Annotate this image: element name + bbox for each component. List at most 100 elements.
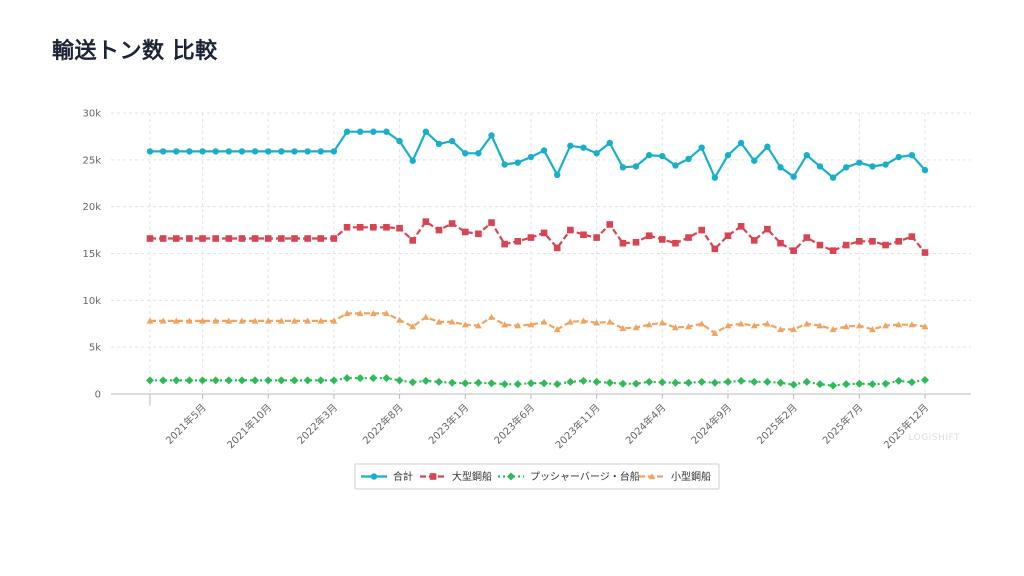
x-tick-label: 2024年4月 bbox=[623, 401, 669, 447]
legend-label: 大型鋼船 bbox=[452, 470, 492, 483]
data-point bbox=[329, 376, 338, 385]
data-point bbox=[409, 323, 417, 330]
data-point bbox=[763, 377, 772, 386]
data-point bbox=[697, 377, 706, 386]
data-point bbox=[842, 164, 850, 171]
data-point bbox=[356, 223, 364, 231]
data-point bbox=[501, 240, 508, 248]
data-point bbox=[723, 377, 732, 386]
data-point bbox=[645, 232, 653, 240]
data-point bbox=[777, 164, 784, 171]
data-point bbox=[829, 381, 838, 390]
legend-item[interactable]: 合計 bbox=[361, 470, 413, 483]
legend-item[interactable]: 小型鋼船 bbox=[639, 470, 711, 483]
data-point bbox=[776, 378, 785, 387]
data-point bbox=[658, 236, 666, 243]
data-point bbox=[855, 379, 864, 388]
data-point bbox=[172, 376, 181, 385]
data-point bbox=[251, 235, 259, 242]
x-tick-label: 2021年5月 bbox=[163, 401, 209, 447]
data-point bbox=[225, 235, 233, 242]
legend-item[interactable]: プッシャーバージ・台船 bbox=[498, 470, 640, 483]
data-point bbox=[869, 325, 876, 333]
data-point bbox=[264, 376, 273, 385]
data-point bbox=[370, 223, 377, 231]
legend-item[interactable]: 大型鋼船 bbox=[420, 470, 492, 483]
data-point bbox=[856, 238, 863, 245]
data-point bbox=[330, 148, 338, 155]
data-point bbox=[553, 325, 561, 333]
series-2 bbox=[146, 374, 929, 390]
data-point bbox=[212, 317, 220, 324]
data-point bbox=[304, 148, 311, 155]
data-point bbox=[553, 244, 561, 252]
series-0 bbox=[146, 128, 929, 181]
data-point bbox=[803, 320, 811, 327]
data-point bbox=[698, 320, 706, 327]
data-point bbox=[146, 235, 154, 242]
y-tick-label: 10k bbox=[82, 296, 101, 307]
data-point bbox=[579, 376, 588, 385]
data-point bbox=[474, 378, 483, 387]
data-point bbox=[829, 325, 837, 333]
data-point bbox=[908, 151, 916, 159]
data-point bbox=[751, 157, 758, 164]
data-point bbox=[921, 323, 929, 330]
y-tick-label: 25k bbox=[82, 155, 101, 166]
data-point bbox=[540, 147, 548, 154]
data-point bbox=[921, 166, 929, 174]
data-point bbox=[488, 313, 495, 320]
y-tick-label: 15k bbox=[82, 249, 101, 260]
data-point bbox=[803, 234, 811, 241]
data-point bbox=[369, 310, 377, 317]
data-point bbox=[895, 238, 903, 245]
data-point bbox=[370, 128, 377, 135]
data-point bbox=[435, 318, 443, 325]
legend-marker bbox=[370, 473, 378, 480]
data-point bbox=[343, 223, 351, 231]
data-point bbox=[290, 376, 299, 385]
data-point bbox=[790, 247, 797, 254]
data-point bbox=[211, 376, 220, 385]
grid bbox=[111, 112, 971, 394]
data-point bbox=[173, 148, 180, 155]
data-point bbox=[921, 375, 929, 384]
x-tick-label: 2024年9月 bbox=[688, 401, 734, 447]
data-point bbox=[317, 235, 325, 242]
data-point bbox=[264, 317, 272, 324]
data-point bbox=[856, 159, 863, 166]
data-point bbox=[212, 148, 219, 155]
data-point bbox=[225, 148, 233, 155]
x-tick-label: 2025年2月 bbox=[754, 401, 800, 447]
data-point bbox=[685, 323, 692, 330]
data-point bbox=[448, 318, 456, 325]
data-point bbox=[383, 128, 390, 135]
data-point bbox=[409, 237, 417, 244]
data-point bbox=[606, 139, 613, 147]
data-point bbox=[685, 155, 692, 163]
data-point bbox=[684, 378, 693, 387]
data-point bbox=[685, 234, 692, 241]
data-point bbox=[488, 219, 495, 226]
data-point bbox=[724, 232, 732, 240]
data-point bbox=[448, 137, 456, 145]
data-point bbox=[330, 235, 338, 242]
data-point bbox=[199, 235, 206, 242]
data-point bbox=[593, 234, 600, 241]
data-point bbox=[421, 376, 430, 385]
data-point bbox=[645, 377, 654, 386]
data-point bbox=[750, 237, 758, 244]
data-point bbox=[764, 143, 771, 150]
data-point bbox=[869, 238, 876, 245]
data-point bbox=[842, 323, 850, 330]
data-point bbox=[159, 235, 167, 242]
data-point bbox=[554, 171, 561, 179]
data-point bbox=[238, 317, 246, 324]
data-point bbox=[146, 148, 154, 155]
y-tick-label: 20k bbox=[82, 202, 101, 213]
data-point bbox=[369, 374, 378, 383]
data-point bbox=[750, 377, 759, 386]
series-1 bbox=[146, 218, 929, 256]
data-point bbox=[237, 376, 246, 385]
